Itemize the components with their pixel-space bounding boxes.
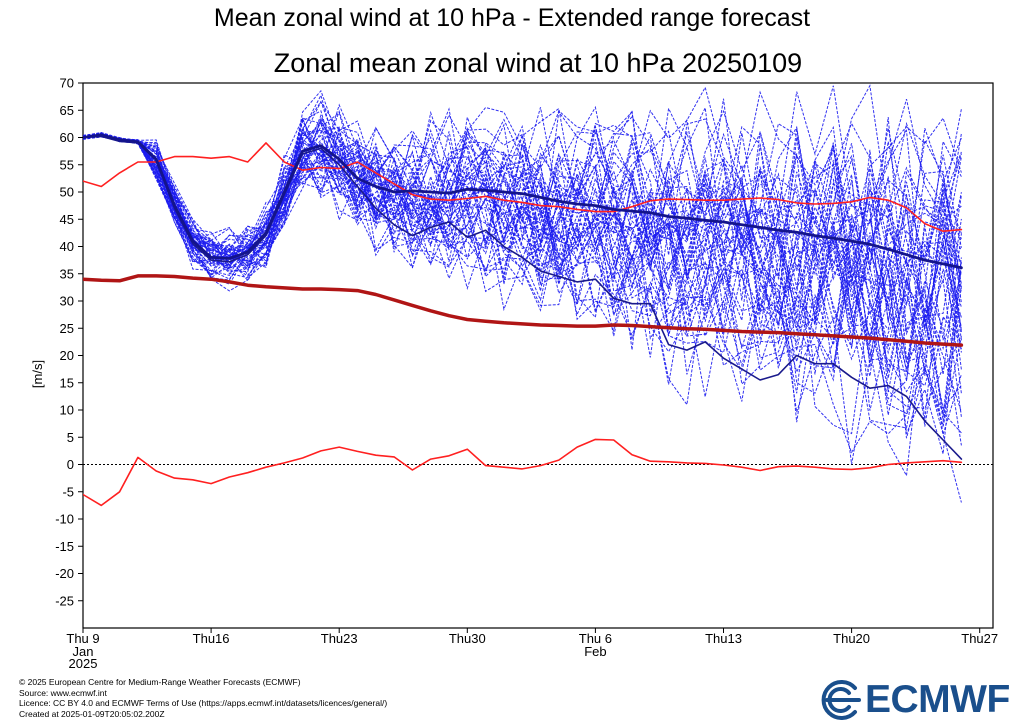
ensemble-member-line	[83, 125, 962, 322]
y-tick-label: 35	[60, 266, 74, 281]
ecmwf-logo: ECMWF	[815, 678, 1010, 721]
y-axis-label: [m/s]	[30, 360, 45, 388]
ensemble-member-line	[83, 135, 962, 373]
x-tick-label: Thu27	[961, 631, 998, 646]
plot-area: -25-20-15-10-505101520253035404550556065…	[55, 76, 998, 672]
page-title: Mean zonal wind at 10 hPa - Extended ran…	[213, 4, 811, 32]
ensemble-member-line	[83, 124, 962, 503]
climatological-minimum-line	[83, 438, 963, 507]
x-tick-sublabel: 2025	[69, 656, 98, 671]
y-tick-label: 40	[60, 239, 74, 254]
climatological-mean-line	[83, 274, 964, 347]
x-tick-sublabel: Jan	[73, 644, 94, 659]
ensemble-member-line	[83, 116, 962, 285]
ecmwf-swirl-icon	[821, 680, 861, 720]
ensemble-member-line	[83, 132, 962, 439]
y-tick-label: -5	[62, 484, 74, 499]
y-tick-label: -25	[55, 593, 74, 608]
ensemble-member-line	[83, 131, 962, 372]
ensemble-member-line	[83, 129, 962, 305]
y-tick-label: -20	[55, 566, 74, 581]
chart: Zonal mean zonal wind at 10 hPa 20250109…	[30, 48, 998, 672]
y-tick-label: 50	[60, 185, 74, 200]
ensemble-member-line	[83, 135, 962, 418]
x-tick-label: Thu 6	[579, 631, 612, 646]
ensemble-member-line	[83, 108, 962, 286]
y-tick-label: 15	[60, 375, 74, 390]
ensemble-member-line	[83, 129, 962, 416]
footer-licence: Licence: CC BY 4.0 and ECMWF Terms of Us…	[19, 698, 388, 709]
x-tick-label: Thu23	[321, 631, 358, 646]
x-tick-label: Thu30	[449, 631, 486, 646]
y-tick-label: 55	[60, 157, 74, 172]
ensemble-member-line	[83, 129, 962, 478]
footer: © 2025 European Centre for Medium-Range …	[19, 677, 387, 719]
ensemble-member-line	[83, 120, 962, 351]
logo-text: ECMWF	[865, 678, 1010, 721]
ensemble-member-line	[83, 86, 962, 292]
x-tick-label: Thu16	[193, 631, 230, 646]
ensemble-member-line	[83, 135, 962, 355]
footer-source: Source: www.ecmwf.int	[19, 687, 107, 698]
ensemble-member-line	[83, 126, 962, 387]
y-tick-label: 10	[60, 403, 74, 418]
y-tick-label: 0	[67, 457, 74, 472]
footer-created: Created at 2025-01-09T20:05:02.200Z	[19, 708, 165, 719]
y-tick-label: -10	[55, 512, 74, 527]
y-tick-label: 5	[67, 430, 74, 445]
x-tick-label: Thu20	[833, 631, 870, 646]
y-tick-label: 60	[60, 130, 74, 145]
ensemble-member-line	[83, 132, 962, 446]
footer-copyright: © 2025 European Centre for Medium-Range …	[19, 677, 301, 687]
y-tick-label: 30	[60, 294, 74, 309]
y-tick-label: 45	[60, 212, 74, 227]
y-tick-label: 25	[60, 321, 74, 336]
control-forecast-line	[83, 135, 963, 460]
y-tick-label: 20	[60, 348, 74, 363]
x-tick-label: Thu 9	[66, 631, 99, 646]
ensemble-member-line	[83, 84, 962, 267]
ensemble-member-line	[83, 118, 962, 348]
ensemble-member-line	[83, 94, 962, 415]
y-tick-label: 65	[60, 103, 74, 118]
y-tick-label: 70	[60, 76, 74, 91]
chart-title: Zonal mean zonal wind at 10 hPa 20250109	[274, 48, 802, 78]
ensemble-member-line	[83, 100, 962, 435]
ensemble-member-line	[83, 133, 962, 465]
ensemble-mean-line	[83, 133, 963, 270]
x-tick-sublabel: Feb	[584, 644, 606, 659]
ensemble-member-line	[83, 134, 962, 421]
y-tick-label: -15	[55, 539, 74, 554]
climatological-maximum-line	[83, 142, 963, 232]
x-tick-label: Thu13	[705, 631, 742, 646]
